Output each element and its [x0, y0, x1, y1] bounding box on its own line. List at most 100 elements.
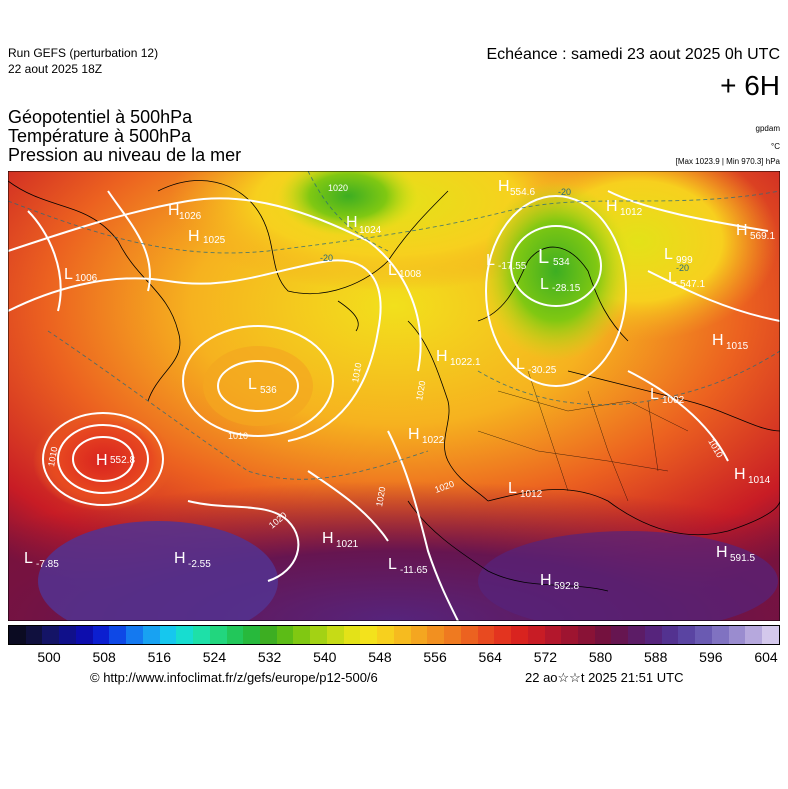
color-scale-swatch: [25, 626, 43, 644]
color-scale-swatch: [59, 626, 76, 644]
high-center-label: H: [436, 348, 448, 365]
color-scale-tick-label: 604: [754, 649, 778, 665]
pressure-range: [Max 1023.9 | Min 970.3] hPa: [675, 157, 780, 166]
high-center-label: H: [734, 466, 746, 483]
cold-core-scandinavia: [481, 181, 631, 361]
geopotential-high-label: H: [96, 452, 108, 469]
low-center-label: L: [650, 386, 659, 403]
run-date: 22 aout 2025 18Z: [8, 62, 103, 76]
color-scale-tick-label: 556: [423, 649, 447, 665]
pressure-center-labels: H 1026 H 1025 H 1024 H 1012 H 1022.1 H 1…: [24, 178, 775, 592]
geopotential-high-label: H: [540, 572, 552, 589]
high-center-label: H: [322, 530, 334, 547]
color-scale-swatch: [477, 626, 495, 644]
parameter-geopotential: Géopotentiel à 500hPa: [8, 107, 193, 127]
temperature-high-value: -2.55: [188, 559, 211, 570]
color-scale-swatch: [544, 626, 562, 644]
isobars: [7, 190, 781, 622]
geopotential-high-label: H: [498, 178, 510, 195]
high-center-value: 1022.1: [450, 357, 481, 368]
color-scale-tick-label: 596: [699, 649, 723, 665]
trough-atlantic: [203, 346, 313, 426]
color-scale-swatch: [109, 626, 127, 644]
source-credit: © http://www.infoclimat.fr/z/gefs/europe…: [90, 670, 378, 685]
country-borders: [477, 370, 689, 502]
color-scale-ticks: 500 508 516 524 532 540 548 556 564 572 580 588 596 6…: [8, 649, 780, 665]
color-scale-swatch: [711, 626, 729, 644]
geopotential-low-value: 536: [260, 385, 277, 396]
color-scale-swatch: [644, 626, 662, 644]
isotherms: [7, 170, 781, 480]
color-scale-swatch: [410, 626, 428, 644]
low-center-value: 999: [676, 255, 693, 266]
high-center-label: H: [346, 214, 358, 231]
color-scale-tick-label: 580: [588, 649, 613, 665]
color-scale-tick-label: 548: [368, 649, 392, 665]
color-scale-tick-label: 572: [533, 649, 558, 665]
color-scale-tick-label: 532: [257, 649, 282, 665]
contour-labels: 1020 1010 1020 1010 1020 1010 1020 1020 …: [46, 183, 725, 531]
low-center-value: 1012: [520, 489, 543, 500]
warm-core-mediterranean: [478, 531, 778, 631]
isobar-label: 1010: [46, 446, 59, 467]
weather-map-svg: H 1026 H 1025 H 1024 H 1012 H 1022.1 H 1…: [7, 111, 781, 641]
temperature-low-value: -7.85: [36, 559, 59, 570]
temperature-low-label: L: [516, 356, 525, 373]
low-center-label: L: [664, 246, 673, 263]
geopotential-high-value: 591.5: [730, 553, 755, 564]
color-scale-swatch: [226, 626, 244, 644]
color-scale-swatch: [92, 626, 110, 644]
color-scale-swatch: [360, 626, 378, 644]
temperature-low-label: L: [24, 550, 33, 567]
isotherm-label: -20: [676, 263, 689, 273]
color-scale-tick-label: 500: [37, 649, 61, 665]
temperature-low-value: -11.65: [400, 565, 428, 576]
color-scale-swatch: [695, 626, 712, 644]
color-scale-swatch: [142, 626, 160, 644]
color-scale-swatch: [594, 626, 612, 644]
color-scale-swatch: [9, 626, 26, 644]
color-scale-tick-label: 524: [202, 649, 227, 665]
geopotential-high-label: H: [716, 544, 728, 561]
high-center-value: 1021: [336, 539, 359, 550]
color-scale-swatch: [427, 626, 445, 644]
geopotential-high-value: 569.1: [750, 231, 775, 242]
color-scale-swatch: [577, 626, 595, 644]
cut-off-low-atlantic: [33, 411, 173, 511]
color-scale-tick-label: 588: [644, 649, 668, 665]
color-scale-swatch: [511, 626, 528, 644]
high-center-label: H: [188, 228, 200, 245]
geopotential-high-value: 554.6: [510, 187, 535, 198]
color-scale-swatch: [343, 626, 361, 644]
high-center-label: H: [168, 202, 180, 219]
color-scale-swatch: [494, 626, 512, 644]
weather-map: H 1026 H 1025 H 1024 H 1012 H 1022.1 H 1…: [7, 111, 781, 641]
color-scale-swatch: [310, 626, 327, 644]
color-scale-swatch: [75, 626, 93, 644]
color-scale-swatch: [745, 626, 763, 644]
color-scale-bar: [8, 625, 780, 645]
color-scale-swatch: [159, 626, 177, 644]
low-center-label: L: [388, 262, 397, 279]
geopotential-low-label: L: [248, 376, 257, 393]
high-center-value: 1026: [179, 211, 202, 222]
isobar-label: 1020: [328, 183, 348, 193]
high-center-value: 1015: [726, 341, 749, 352]
high-center-value: 1022: [422, 435, 445, 446]
temperature-low-value: -30.25: [528, 365, 557, 376]
parameter-list: Géopotentiel à 500hPa Température à 500h…: [8, 108, 241, 165]
temperature-high-label: H: [174, 550, 186, 567]
high-center-label: H: [606, 198, 618, 215]
color-scale-swatch: [193, 626, 210, 644]
color-scale-swatch: [126, 626, 143, 644]
high-center-value: 1025: [203, 235, 226, 246]
geopotential-high-label: H: [736, 222, 748, 239]
geopotential-high-value: 552.8: [110, 455, 135, 466]
color-scale-swatch: [276, 626, 294, 644]
low-center-value: 1008: [399, 269, 422, 280]
isobar-label: 1020: [374, 486, 387, 507]
isobar-label: 1010: [228, 431, 248, 441]
isobar-label: 1010: [350, 362, 363, 383]
color-scale-swatch: [628, 626, 645, 644]
temperature-low-label: L: [540, 276, 549, 293]
